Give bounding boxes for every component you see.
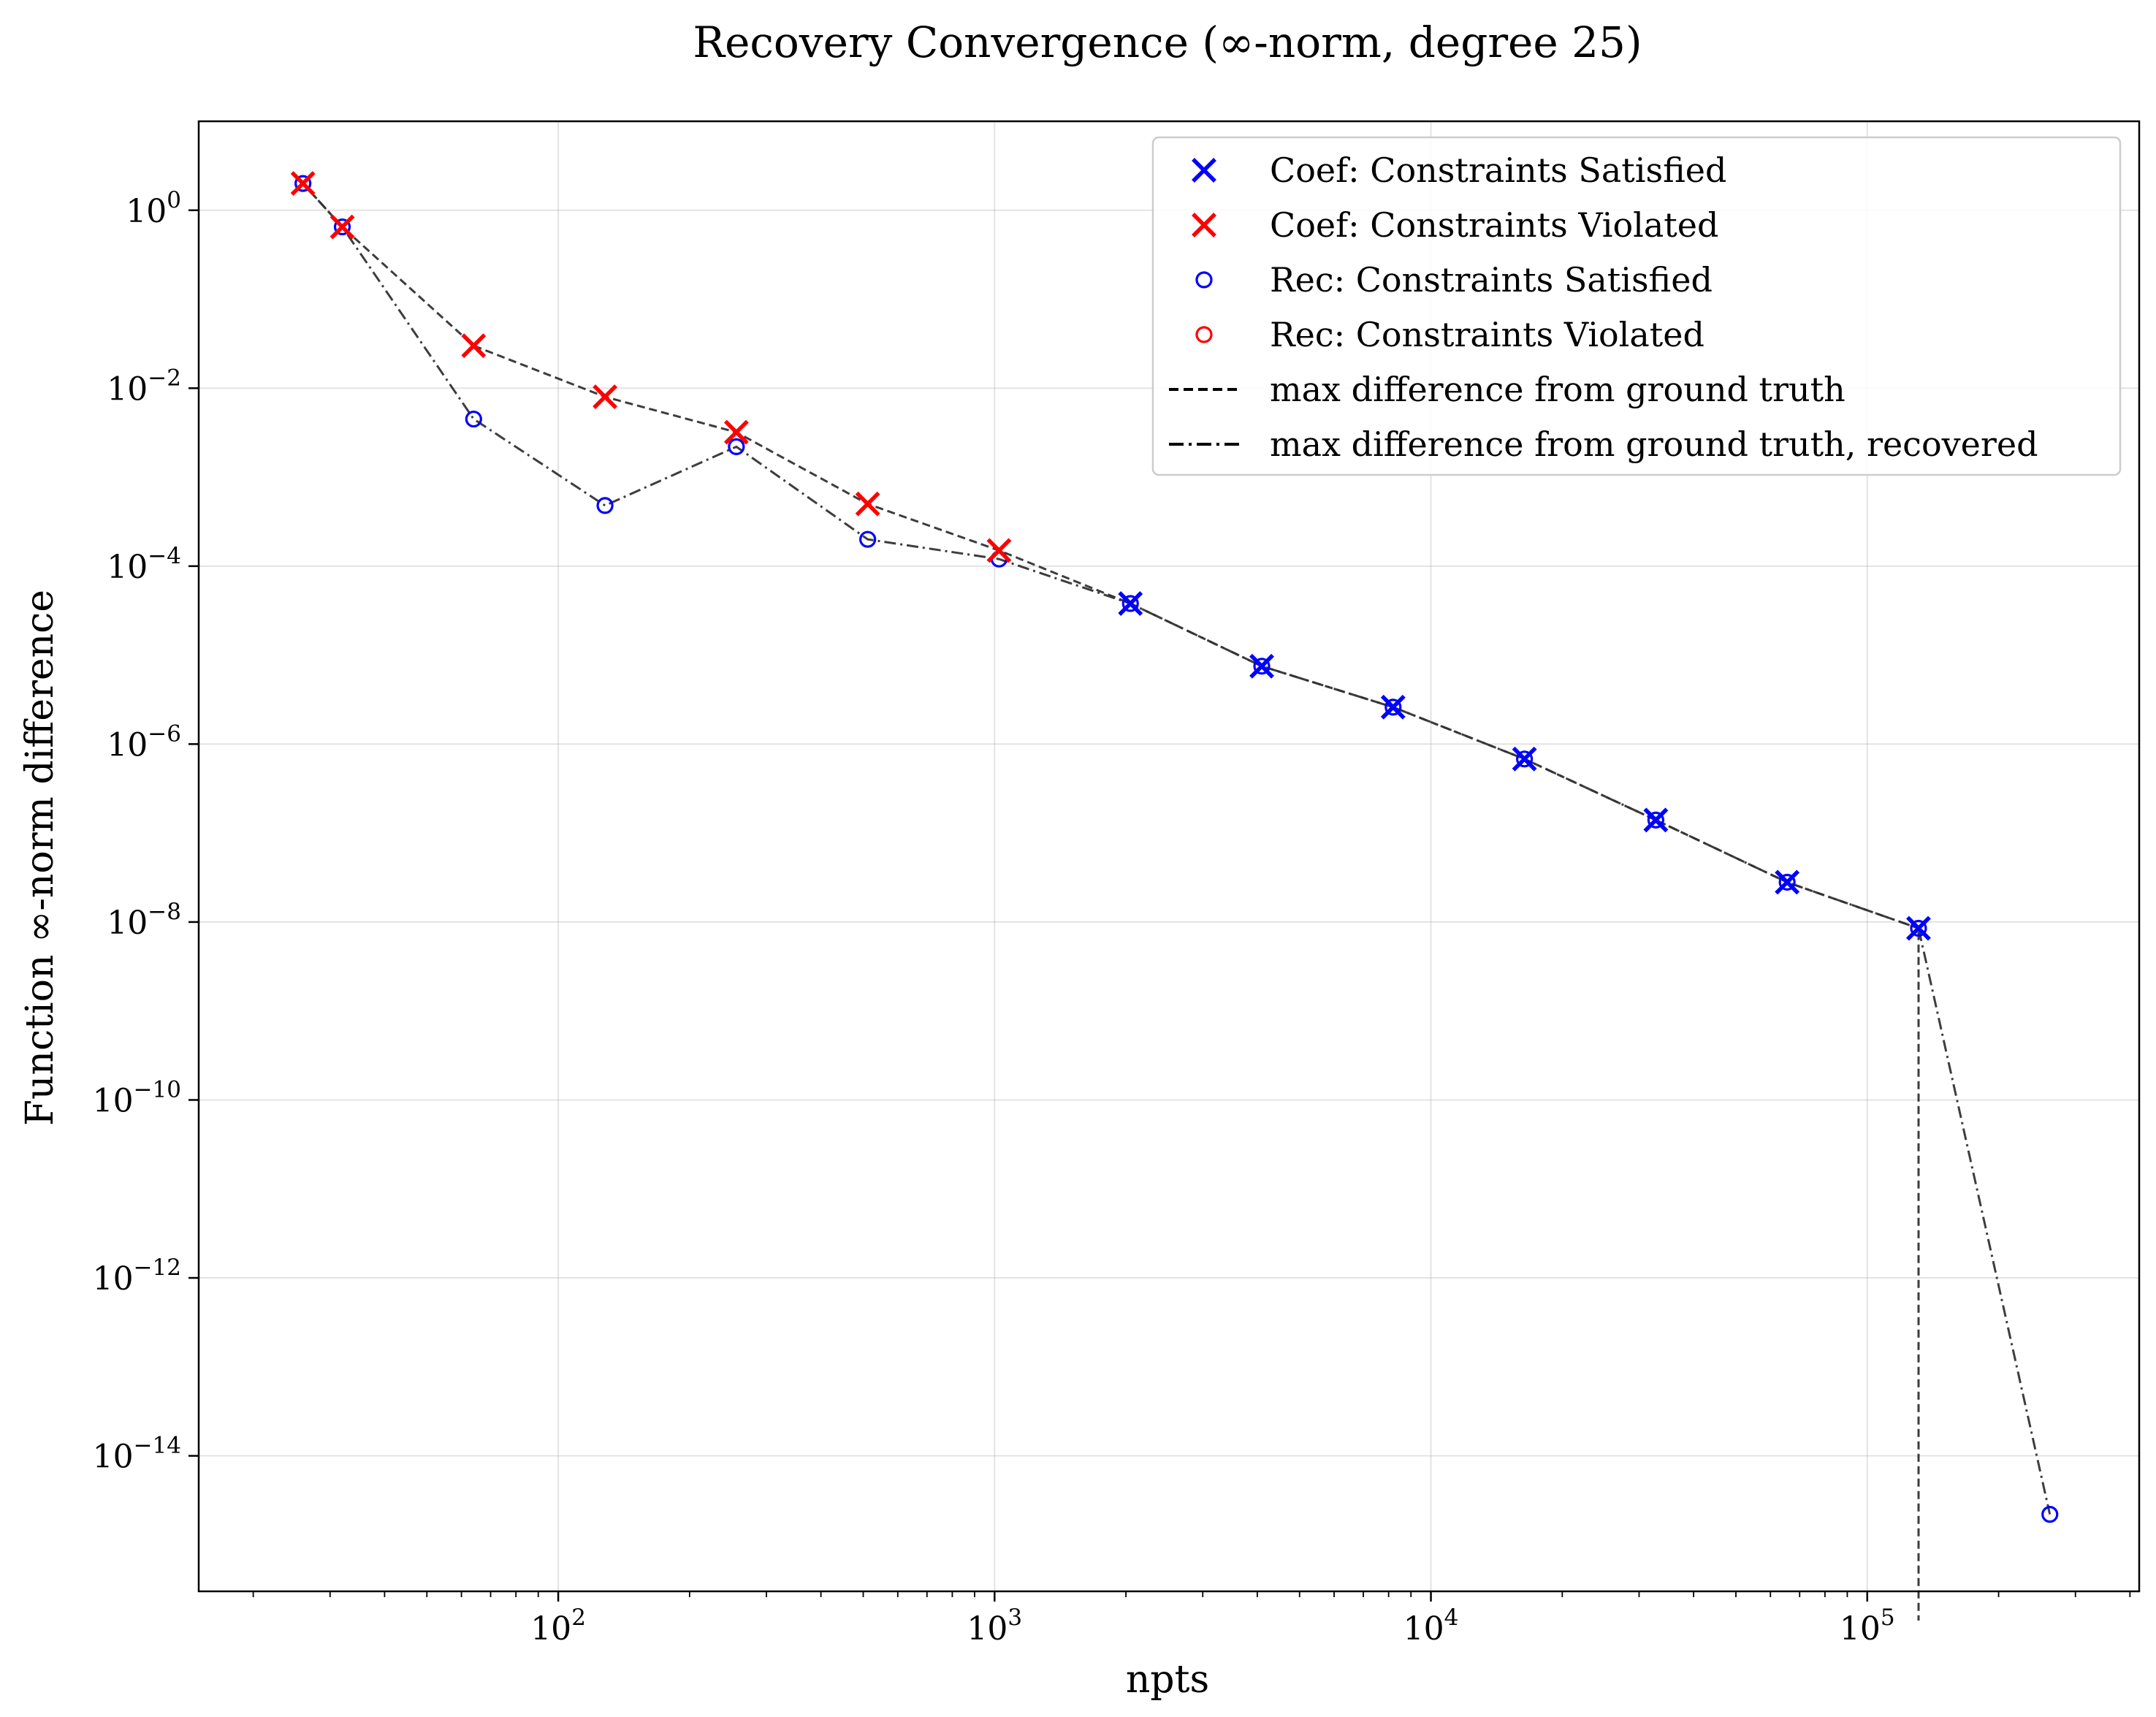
coef-point (723, 419, 749, 445)
coef-point (1775, 869, 1800, 895)
coef-point (461, 333, 487, 359)
rec-point (1647, 811, 1664, 829)
y-tick-label: 10−4 (107, 543, 181, 586)
coef-point (986, 538, 1012, 563)
rec-point (1253, 658, 1271, 675)
legend-circle-marker (1195, 271, 1213, 289)
legend-label: max difference from ground truth, recove… (1270, 425, 2038, 464)
rec-point (1910, 919, 1927, 937)
rec-point (294, 175, 312, 192)
plot-frame (197, 120, 2141, 1593)
x-tick-label: 104 (1403, 1604, 1459, 1648)
coef-point (290, 171, 316, 197)
y-tick-label: 10−6 (107, 720, 181, 764)
coef-point (1643, 807, 1669, 833)
legend-x-marker (1192, 213, 1216, 237)
rec-point (1515, 750, 1534, 768)
chart-title: Recovery Convergence (∞-norm, degree 25) (693, 18, 1642, 67)
x-tick-label: 103 (967, 1604, 1022, 1648)
rec-point (465, 410, 482, 428)
legend-label: Rec: Constraints Satisfied (1270, 260, 1713, 300)
rec-point (1384, 698, 1402, 716)
coef-point (593, 384, 618, 410)
coef-point (330, 214, 355, 240)
rec-point (728, 438, 745, 455)
rec-point (596, 497, 614, 514)
coef-point (1118, 591, 1143, 616)
legend-label: Rec: Constraints Violated (1270, 315, 1704, 354)
legend-box (1151, 136, 2122, 476)
legend-label: max difference from ground truth (1270, 370, 1845, 409)
rec-point (1778, 873, 1796, 891)
y-tick-label: 100 (126, 187, 181, 230)
y-tick-label: 10−10 (93, 1076, 181, 1119)
x-axis-label: npts (1126, 1658, 1209, 1702)
x-tick-label: 102 (530, 1604, 586, 1648)
coef-point (1380, 694, 1406, 720)
rec-point (1121, 595, 1139, 612)
y-tick-label: 10−8 (107, 899, 181, 942)
coef-point (855, 491, 880, 517)
coef-point (1249, 653, 1274, 679)
legend-label: Coef: Constraints Satisfied (1270, 151, 1726, 190)
plot-data (290, 171, 2059, 1621)
legend-circle-marker (1195, 326, 1213, 343)
legend-label: Coef: Constraints Violated (1270, 205, 1718, 245)
legend: Coef: Constraints Satisfied Coef: Constra… (1151, 136, 2122, 476)
y-tick-label: 10−12 (93, 1255, 181, 1298)
y-tick-label: 10−2 (107, 365, 181, 408)
coef-series-line (302, 183, 1920, 1621)
axes: 102 103 104 105 100 10−2 10−4 10−6 10−8 10−10 10−1… (93, 187, 2131, 1648)
coef-point (1906, 915, 1931, 941)
y-axis-label: Function ∞-norm difference (18, 590, 62, 1126)
coef-point (1512, 746, 1537, 772)
rec-point (333, 218, 351, 236)
rec-point (859, 530, 877, 548)
y-tick-label: 10−14 (93, 1433, 181, 1476)
x-tick-label: 105 (1840, 1604, 1895, 1648)
rec-point (2041, 1506, 2059, 1523)
legend-x-marker (1192, 158, 1216, 183)
